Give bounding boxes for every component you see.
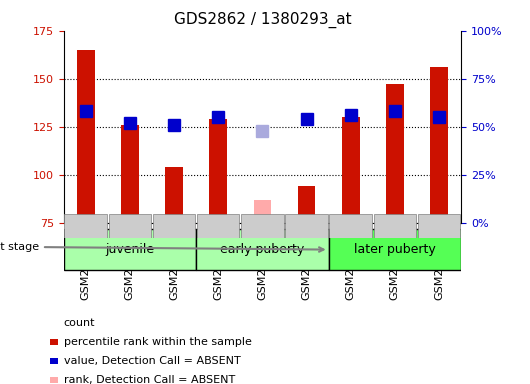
Text: early puberty: early puberty [220, 243, 304, 256]
FancyBboxPatch shape [329, 229, 461, 270]
FancyBboxPatch shape [241, 214, 284, 238]
Text: rank, Detection Call = ABSENT: rank, Detection Call = ABSENT [64, 375, 235, 384]
Bar [165, 167, 183, 223]
Text: percentile rank within the sample: percentile rank within the sample [64, 337, 251, 347]
Text: value, Detection Call = ABSENT: value, Detection Call = ABSENT [64, 356, 240, 366]
Text: count: count [64, 318, 95, 328]
Title: GDS2862 / 1380293_at: GDS2862 / 1380293_at [173, 12, 351, 28]
Bar [342, 117, 359, 223]
FancyBboxPatch shape [64, 229, 196, 270]
Bar [430, 67, 448, 223]
Text: juvenile: juvenile [105, 243, 154, 256]
FancyBboxPatch shape [196, 229, 329, 270]
FancyBboxPatch shape [285, 214, 328, 238]
Bar [253, 200, 271, 223]
FancyBboxPatch shape [153, 214, 195, 238]
FancyBboxPatch shape [374, 214, 416, 238]
Bar [209, 119, 227, 223]
Bar [386, 84, 404, 223]
FancyBboxPatch shape [109, 214, 151, 238]
FancyBboxPatch shape [65, 214, 107, 238]
FancyBboxPatch shape [418, 214, 460, 238]
Text: development stage: development stage [0, 242, 323, 252]
Bar [77, 50, 94, 223]
Text: later puberty: later puberty [354, 243, 436, 256]
FancyBboxPatch shape [330, 214, 372, 238]
Bar [298, 186, 315, 223]
FancyBboxPatch shape [197, 214, 240, 238]
Bar [121, 125, 139, 223]
